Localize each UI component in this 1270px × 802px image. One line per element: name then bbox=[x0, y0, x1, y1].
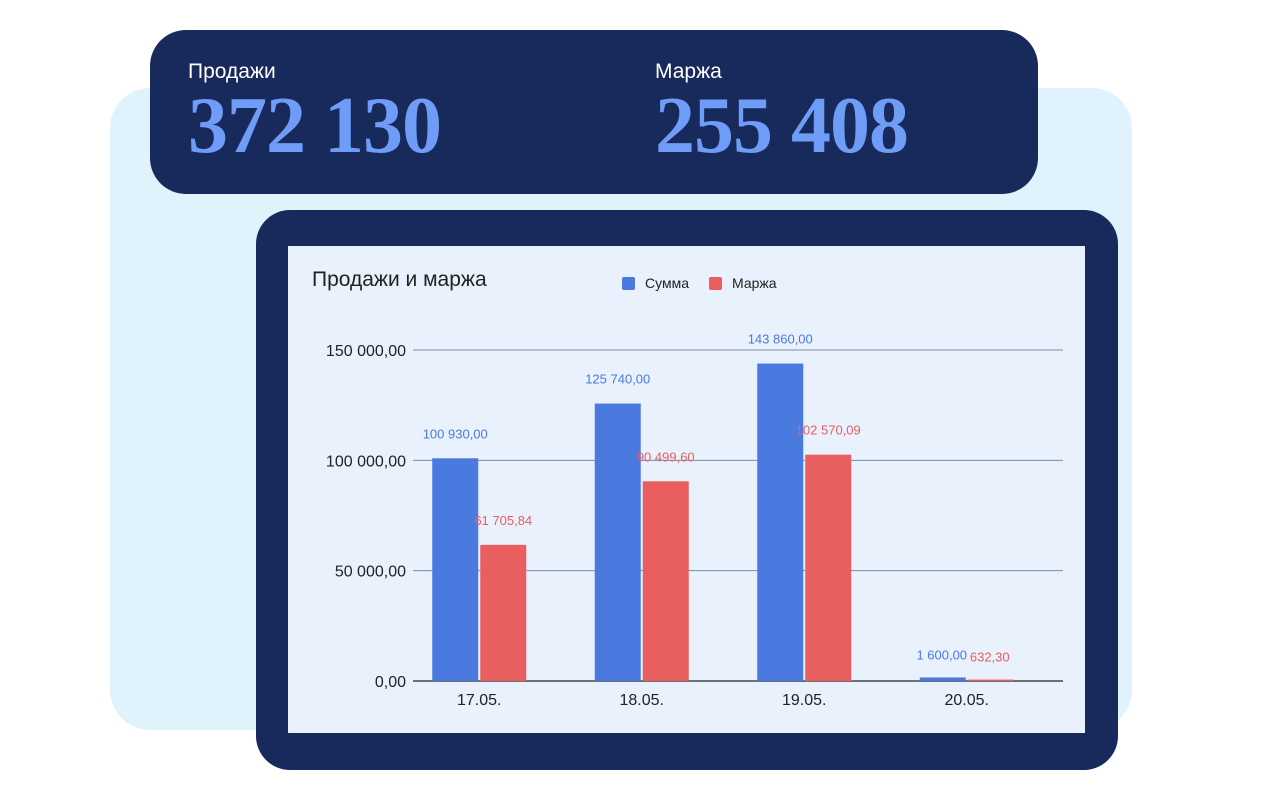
legend-swatch-sum bbox=[622, 276, 635, 290]
legend-label-sum: Сумма bbox=[645, 275, 689, 291]
x-tick-label: 20.05. bbox=[945, 692, 989, 709]
chart-area: Продажи и маржа Сумма Маржа 0,00 50 000,0… bbox=[288, 246, 1085, 733]
bar-chart-plot: 0,00 50 000,00 100 000,00 150 000,00 100 930… bbox=[326, 332, 1063, 709]
data-label-sum: 125 740,00 bbox=[585, 372, 650, 387]
data-label-margin: 90 499,60 bbox=[637, 449, 695, 464]
bar-margin bbox=[480, 544, 527, 681]
bar-margin bbox=[642, 481, 689, 681]
bar-margin bbox=[967, 679, 1014, 681]
kpi-card: Продажи 372 130 Маржа 255 408 bbox=[150, 30, 1038, 194]
x-tick-label: 18.05. bbox=[620, 692, 664, 709]
y-tick-label: 150 000,00 bbox=[326, 343, 406, 360]
legend-item-sum: Сумма bbox=[622, 275, 689, 291]
legend-label-margin: Маржа bbox=[732, 275, 777, 291]
kpi-sales-value: 372 130 bbox=[188, 82, 442, 170]
data-label-margin: 102 570,09 bbox=[796, 423, 861, 438]
data-label-margin: 61 705,84 bbox=[474, 513, 532, 528]
data-label-sum: 143 860,00 bbox=[748, 332, 813, 347]
bar-margin bbox=[805, 454, 852, 681]
chart-title: Продажи и маржа bbox=[312, 268, 487, 291]
bar-sum bbox=[594, 403, 641, 681]
bar-sum bbox=[757, 363, 804, 681]
data-label-sum: 100 930,00 bbox=[423, 426, 488, 441]
kpi-sales: Продажи 372 130 bbox=[188, 60, 442, 170]
data-label-margin: 632,30 bbox=[970, 650, 1010, 665]
kpi-margin-value: 255 408 bbox=[655, 82, 909, 170]
y-tick-label: 0,00 bbox=[375, 674, 406, 691]
x-tick-label: 19.05. bbox=[782, 692, 826, 709]
kpi-sales-label: Продажи bbox=[188, 60, 276, 83]
bar-sum bbox=[432, 458, 479, 681]
legend-item-margin: Маржа bbox=[709, 275, 777, 291]
legend-swatch-margin bbox=[709, 276, 722, 290]
bar-sum bbox=[919, 677, 966, 681]
chart-legend: Сумма Маржа bbox=[622, 275, 797, 291]
kpi-margin: Маржа 255 408 bbox=[655, 60, 909, 170]
chart-frame: Продажи и маржа Сумма Маржа 0,00 50 000,0… bbox=[256, 210, 1118, 770]
x-tick-label: 17.05. bbox=[457, 692, 501, 709]
y-tick-label: 100 000,00 bbox=[326, 453, 406, 470]
y-tick-label: 50 000,00 bbox=[335, 564, 406, 581]
data-label-sum: 1 600,00 bbox=[916, 647, 967, 662]
kpi-margin-label: Маржа bbox=[655, 60, 722, 83]
